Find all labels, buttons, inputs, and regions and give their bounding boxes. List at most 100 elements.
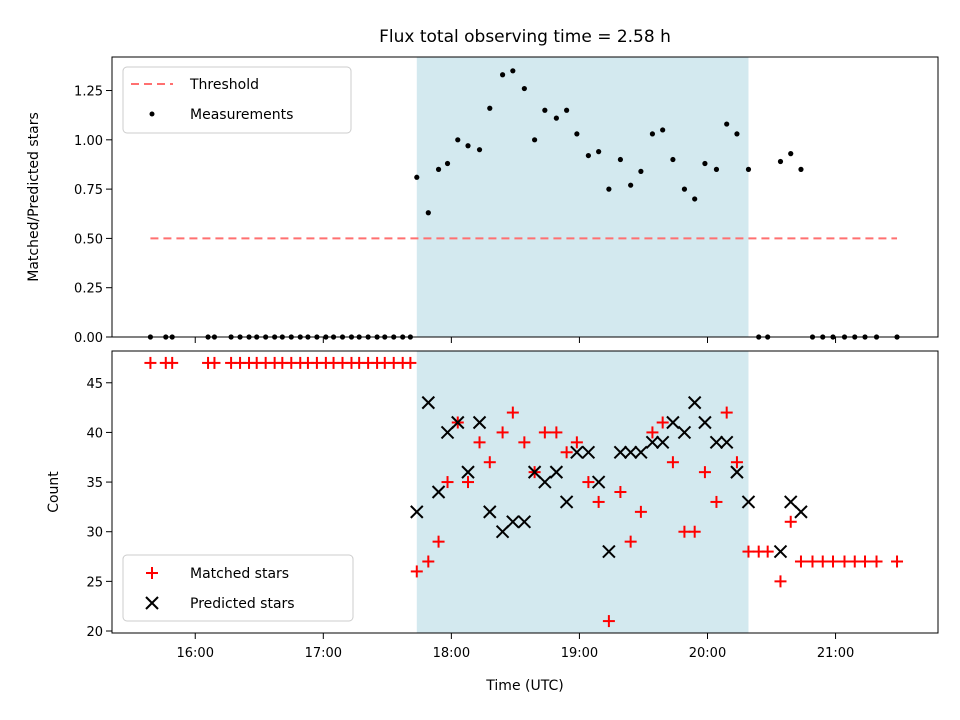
measurement-point — [542, 107, 548, 113]
matched-star-point — [506, 406, 519, 419]
matched-star-point — [404, 356, 417, 369]
chart-title: Flux total observing time = 2.58 h — [379, 27, 671, 47]
measurement-point — [465, 143, 471, 149]
predicted-star-point — [666, 415, 680, 430]
predicted-star-point — [495, 525, 510, 539]
measurement-point — [574, 131, 580, 137]
measurement-point — [798, 166, 804, 172]
y-tick-label: 40 — [86, 426, 103, 441]
predicted-star-point — [517, 515, 532, 529]
bottom-x-ticks: 16:00 17:00 18:00 19:00 20:00 21:00 — [177, 633, 854, 661]
matched-star-point — [602, 615, 615, 628]
matched-star-point — [592, 495, 605, 508]
bottom-legend: Matched stars Predicted stars — [122, 554, 354, 622]
measurement-point — [455, 137, 461, 143]
y-tick-label: 0.25 — [74, 282, 103, 297]
x-tick-label: 16:00 — [177, 646, 214, 661]
measurement-point — [414, 174, 420, 180]
measurement-point — [435, 166, 442, 172]
y-tick-label: 35 — [86, 476, 103, 491]
legend-threshold-label: Threshold — [189, 77, 259, 93]
predicted-stars-points — [410, 395, 808, 559]
top-legend: Threshold Measurements — [122, 66, 352, 134]
predicted-star-point — [741, 495, 756, 509]
legend-matched-label: Matched stars — [190, 566, 289, 582]
x-tick-label: 20:00 — [689, 646, 726, 661]
matched-star-point — [678, 525, 691, 538]
measurement-point — [532, 137, 538, 143]
y-tick-label: 20 — [86, 625, 103, 640]
predicted-star-point — [794, 505, 808, 519]
measurement-point — [724, 121, 730, 127]
predicted-star-point — [602, 544, 616, 559]
predicted-star-point — [581, 445, 596, 459]
legend-matched-swatch — [146, 567, 158, 579]
matched-star-point — [624, 535, 637, 548]
measurement-point — [670, 156, 676, 163]
legend-measurements-swatch — [149, 111, 155, 117]
x-tick-label: 17:00 — [305, 646, 342, 661]
measurement-point — [681, 186, 688, 192]
bottom-y-axis-label: Count — [46, 471, 62, 513]
matched-star-point — [838, 555, 851, 568]
measurement-point — [499, 72, 506, 78]
predicted-star-point — [549, 465, 564, 479]
matched-star-point — [730, 456, 743, 469]
matched-star-point — [794, 555, 807, 568]
matched-star-point — [646, 426, 659, 439]
predicted-star-point — [410, 505, 424, 519]
matched-star-point — [432, 535, 445, 548]
predicted-star-point — [440, 425, 455, 440]
measurement-point — [564, 107, 570, 113]
predicted-star-point — [698, 415, 712, 430]
y-tick-label: 25 — [86, 575, 103, 590]
predicted-star-point — [613, 445, 628, 459]
predicted-star-point — [773, 544, 788, 559]
predicted-star-point — [461, 465, 475, 479]
matched-star-point — [570, 436, 583, 449]
predicted-star-point — [506, 515, 520, 529]
legend-measurements-label: Measurements — [190, 107, 293, 123]
matched-star-point — [473, 436, 486, 449]
matched-star-point — [859, 555, 872, 568]
matched-star-point — [208, 356, 221, 369]
matched-star-point — [166, 356, 179, 369]
y-tick-label: 0.75 — [74, 183, 103, 198]
top-y-axis-label: Matched/Predicted stars — [26, 112, 42, 282]
predicted-star-point — [677, 425, 692, 440]
top-x-ticks — [194, 337, 837, 343]
predicted-star-point — [527, 465, 542, 479]
measurement-point — [777, 158, 784, 165]
matched-star-point — [784, 515, 797, 528]
measurement-point — [444, 160, 451, 167]
matched-star-point — [891, 555, 904, 568]
top-axes-frame — [111, 56, 939, 338]
matched-star-point — [483, 456, 496, 469]
predicted-star-point — [687, 395, 702, 410]
matched-star-point — [742, 545, 755, 558]
top-y-ticks: 0.00 0.25 0.50 0.75 1.00 1.25 — [74, 85, 112, 346]
measurement-point — [745, 166, 752, 172]
matched-star-point — [518, 436, 531, 449]
matched-star-point — [656, 416, 669, 429]
matched-stars-points — [144, 356, 904, 628]
matched-star-point — [720, 406, 733, 419]
x-tick-label: 18:00 — [433, 646, 470, 661]
matched-star-point — [634, 505, 647, 518]
measurement-point — [476, 147, 483, 153]
measurement-point — [617, 156, 624, 163]
matched-star-point — [826, 555, 839, 568]
predicted-star-point — [719, 435, 734, 450]
legend-predicted-label: Predicted stars — [190, 596, 295, 612]
predicted-star-point — [634, 445, 648, 459]
predicted-star-point — [559, 495, 574, 509]
predicted-star-point — [538, 475, 552, 489]
bottom-shaded-span — [416, 351, 749, 633]
top-legend-box — [122, 66, 352, 134]
predicted-star-point — [655, 435, 670, 450]
measurement-point — [425, 210, 431, 216]
bottom-legend-box — [122, 554, 354, 622]
matched-star-point — [422, 555, 435, 568]
predicted-star-point — [483, 505, 497, 519]
predicted-star-point — [472, 415, 487, 430]
